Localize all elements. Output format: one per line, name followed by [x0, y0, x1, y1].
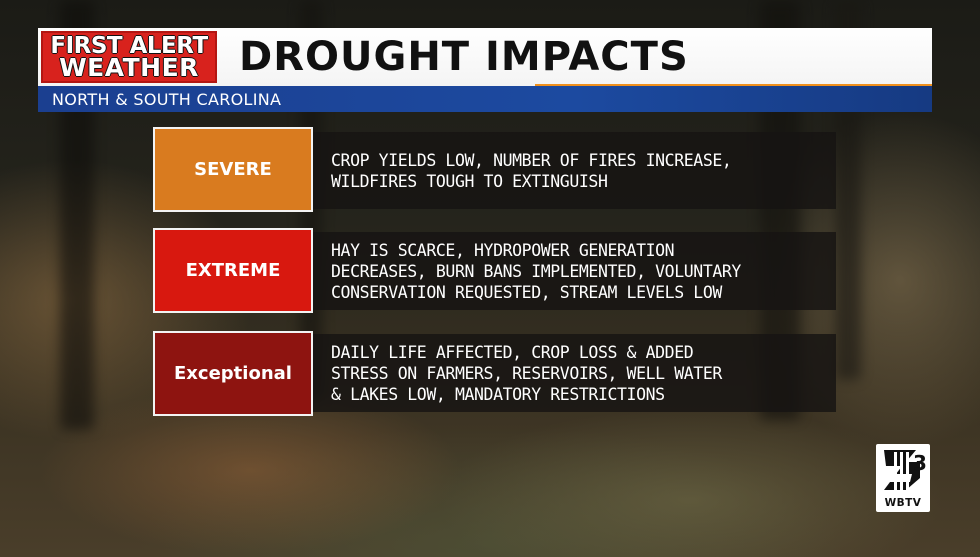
logo-line-1: FIRST ALERT [50, 33, 208, 59]
description-line: STRESS ON FARMERS, RESERVOIRS, WELL WATE… [331, 363, 722, 383]
first-alert-weather-logo: FIRST ALERT WEATHER [41, 31, 217, 83]
description-line: & LAKES LOW, MANDATORY RESTRICTIONS [331, 384, 665, 404]
description-box: HAY IS SCARCE, HYDROPOWER GENERATION DEC… [313, 232, 836, 310]
description-box: DAILY LIFE AFFECTED, CROP LOSS & ADDED S… [313, 334, 836, 412]
category-label: SEVERE [194, 159, 272, 180]
page-subtitle: NORTH & SOUTH CAROLINA [52, 89, 282, 109]
logo-line-2: WEATHER [59, 53, 199, 82]
description-line: DAILY LIFE AFFECTED, CROP LOSS & ADDED [331, 342, 694, 362]
category-box: Exceptional [153, 331, 313, 416]
category-box: EXTREME [153, 228, 313, 313]
description-line: DECREASES, BURN BANS IMPLEMENTED, VOLUNT… [331, 261, 741, 281]
description-line: HAY IS SCARCE, HYDROPOWER GENERATION [331, 240, 675, 260]
category-box: SEVERE [153, 127, 313, 212]
page-title: DROUGHT IMPACTS [239, 34, 689, 80]
station-call-sign: WBTV [884, 497, 922, 509]
category-label: Exceptional [174, 363, 292, 384]
description-line: CONSERVATION REQUESTED, STREAM LEVELS LO… [331, 282, 722, 302]
description-line: CROP YIELDS LOW, NUMBER OF FIRES INCREAS… [331, 150, 732, 170]
subtitle-bar: NORTH & SOUTH CAROLINA [38, 86, 932, 112]
wbtv-station-logo: 3 WBTV [876, 444, 930, 512]
header-bar: FIRST ALERT WEATHER DROUGHT IMPACTS [38, 28, 932, 86]
category-label: EXTREME [185, 260, 281, 281]
accent-rule [535, 84, 932, 87]
description-line: WILDFIRES TOUGH TO EXTINGUISH [331, 171, 608, 191]
channel-3-icon: 3 [884, 450, 927, 490]
description-box: CROP YIELDS LOW, NUMBER OF FIRES INCREAS… [313, 132, 836, 209]
channel-number: 3 [913, 451, 927, 475]
